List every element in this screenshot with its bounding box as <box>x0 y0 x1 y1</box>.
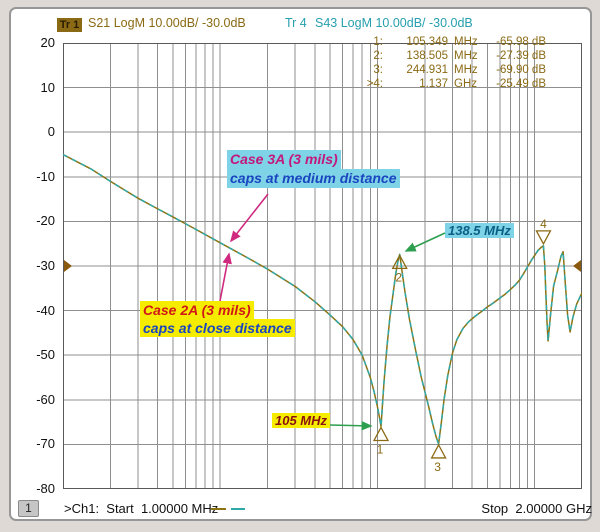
plot-area: 1 2 3 4 <box>63 43 582 489</box>
trace1-legend-dash <box>211 508 226 510</box>
marker-row: 1: 105.349 MHz -65.98 dB <box>364 35 546 49</box>
trace-s21 <box>63 153 582 445</box>
y-axis-label: -20 <box>36 213 55 229</box>
instrument-panel <box>9 7 592 521</box>
marker-2-symbol[interactable] <box>391 253 408 270</box>
y-axis-label: 10 <box>40 79 55 95</box>
marker-frequency: 244.931 <box>406 64 448 76</box>
marker-level: -69.90 dB <box>496 64 546 76</box>
annotation-case3a: Case 3A (3 mils) caps at medium distance <box>227 150 400 188</box>
marker-1-number: 1 <box>377 442 384 456</box>
marker-index: 1: <box>373 36 383 48</box>
marker-index: 2: <box>373 50 383 62</box>
annotation-105mhz-text: 105 MHz <box>272 413 331 428</box>
y-axis-label: 20 <box>40 35 55 50</box>
y-axis-label: -40 <box>36 302 55 318</box>
y-axis-label: -10 <box>36 168 55 184</box>
marker-row: 3: 244.931 MHz -69.90 dB <box>364 63 546 77</box>
annotation-case3a-subtitle: caps at medium distance <box>227 169 400 188</box>
marker-4-number: 4 <box>540 217 547 231</box>
annotation-case3a-title: Case 3A (3 mils) <box>227 150 341 169</box>
y-axis-label: -70 <box>36 436 55 452</box>
marker-1-symbol[interactable] <box>372 426 390 442</box>
marker-row: >4: 1.137 GHz -25.49 dB <box>364 77 546 91</box>
plot-border <box>63 43 582 489</box>
marker-3-symbol[interactable] <box>430 443 447 459</box>
ref-level-arrow-right <box>573 260 581 272</box>
marker-3-number: 3 <box>434 460 441 474</box>
y-axis-label: 0 <box>47 124 55 140</box>
annotation-105mhz: 105 MHz <box>272 413 331 428</box>
marker-level: -25.49 dB <box>496 78 546 90</box>
marker-unit: GHz <box>454 78 477 90</box>
trace1-settings-label: S21 LogM 10.00dB/ -30.0dB <box>88 16 246 30</box>
y-axis-label: -30 <box>36 258 55 273</box>
marker-index: >4: <box>366 78 383 90</box>
trace4-legend-dash <box>231 508 245 510</box>
annotation-138mhz-text: 138.5 MHz <box>445 223 514 238</box>
marker-frequency: 105.349 <box>406 36 448 48</box>
marker-unit: MHz <box>454 50 478 62</box>
marker-unit: MHz <box>454 64 478 76</box>
y-axis-label: -60 <box>36 391 55 407</box>
annotation-138mhz: 138.5 MHz <box>445 223 514 238</box>
marker-frequency: 1.137 <box>419 78 448 90</box>
marker-index: 3: <box>373 64 383 76</box>
trace1-badge[interactable]: Tr 1 <box>57 18 82 32</box>
ref-level-arrow-left <box>64 260 72 272</box>
annotation-case2a: Case 2A (3 mils) caps at close distance <box>140 301 295 337</box>
channel-badge[interactable]: 1 <box>18 500 39 517</box>
annotation-case2a-title: Case 2A (3 mils) <box>140 301 254 319</box>
marker-readout-table: 1: 105.349 MHz -65.98 dB 2: 138.505 MHz … <box>364 35 546 91</box>
marker-level: -27.39 dB <box>496 50 546 62</box>
marker-frequency: 138.505 <box>406 50 448 62</box>
marker-row: 2: 138.505 MHz -27.39 dB <box>364 49 546 63</box>
marker-4-symbol[interactable] <box>535 230 552 246</box>
sweep-start-label: >Ch1: Start 1.00000 MHz <box>64 501 219 516</box>
annotation-case2a-subtitle: caps at close distance <box>140 319 295 337</box>
marker-unit: MHz <box>454 36 478 48</box>
y-axis-label: -50 <box>36 347 55 363</box>
sweep-stop-label: Stop 2.00000 GHz <box>481 501 592 516</box>
marker-level: -65.98 dB <box>496 36 546 48</box>
marker-2-number: 2 <box>395 270 402 284</box>
trace-s43 <box>63 153 582 445</box>
trace4-badge[interactable]: Tr 4 <box>285 16 307 30</box>
y-axis-label: -80 <box>36 481 55 496</box>
trace4-settings-label: S43 LogM 10.00dB/ -30.0dB <box>315 16 473 30</box>
